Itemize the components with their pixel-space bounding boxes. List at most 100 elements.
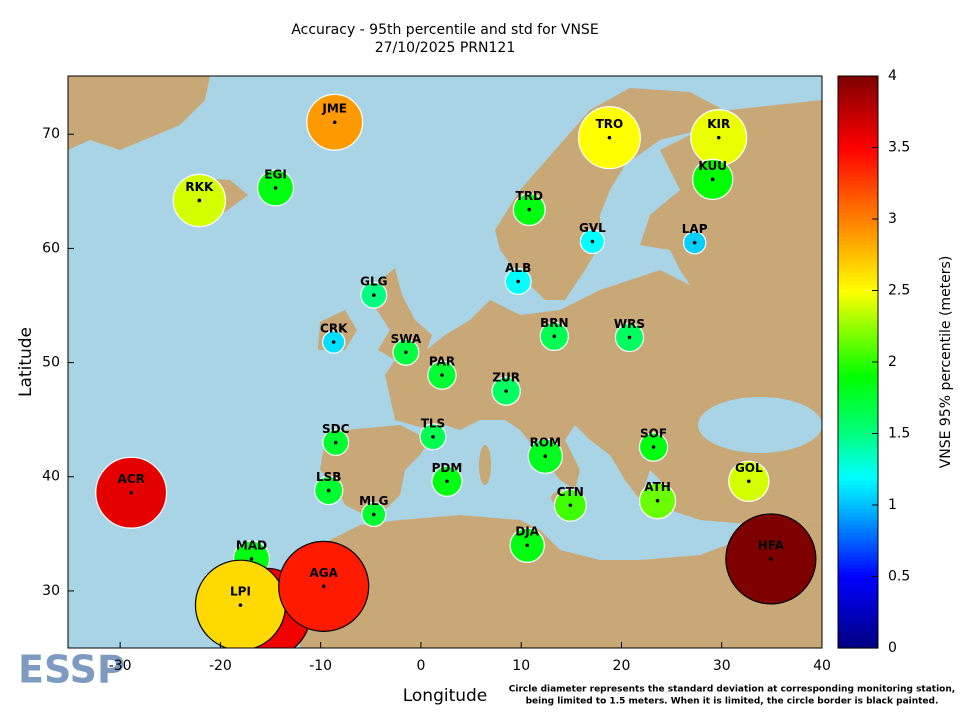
colorbar-step [838,364,878,369]
x-tick-label: 40 [813,658,831,674]
station-label: GOL [735,461,763,475]
station-dot [238,603,243,607]
colorbar-step [838,368,878,373]
x-tick-label: -10 [309,658,332,674]
station-dot [655,498,660,503]
station-dot [516,279,520,284]
colorbar-step [838,536,878,541]
colorbar-step [838,404,878,409]
colorbar-step [838,576,878,581]
station-label: LAP [682,222,708,236]
station-label: HFA [758,538,785,552]
colorbar-step [838,488,878,493]
colorbar-tick-label: 2 [888,354,897,370]
station-label: CRK [320,322,348,336]
colorbar-step [838,128,878,133]
colorbar-step [838,156,878,161]
station-dot [197,198,202,203]
colorbar-step [838,228,878,233]
colorbar-step [838,160,878,165]
station-dot [333,440,338,445]
colorbar-step [838,112,878,117]
colorbar-step [838,616,878,621]
y-tick-label: 40 [42,469,60,485]
land [385,270,822,525]
colorbar-step [838,88,878,93]
station-label: SOF [640,427,667,441]
station-dot [372,512,376,517]
station-dot [590,239,595,244]
station-label: SDC [322,422,350,436]
colorbar-step [838,580,878,585]
station-dot [332,120,337,125]
colorbar-tick-label: 2.5 [888,283,910,299]
land [479,445,491,485]
colorbar-step [838,272,878,277]
colorbar-step [838,632,878,637]
colorbar-step [838,280,878,285]
colorbar-step [838,644,878,649]
colorbar-step [838,148,878,153]
station-dot [543,454,548,458]
station-label: DJA [515,525,539,539]
station-label: PAR [429,355,455,369]
colorbar-step [838,136,878,141]
colorbar-step [838,516,878,521]
station-dot [527,207,532,212]
station-label: SWA [391,332,422,346]
colorbar-step [838,344,878,349]
x-tick-label: -20 [209,658,232,674]
colorbar-tick-label: 3 [888,211,897,227]
station-dot [445,479,449,484]
station-label: TRO [596,117,624,131]
colorbar-step [838,624,878,629]
colorbar-step [838,176,878,181]
x-tick-label: 20 [613,658,631,674]
station-label: TLS [421,416,445,430]
colorbar-step [838,252,878,257]
colorbar-step [838,480,878,485]
station-dot [249,557,254,561]
colorbar-step [838,520,878,525]
colorbar-step [838,296,878,301]
colorbar-step [838,336,878,341]
colorbar-step [838,492,878,497]
colorbar-step [838,564,878,569]
colorbar-step [838,448,878,453]
station-dot [651,445,656,449]
colorbar-label: VNSE 95% percentile (meters) [938,256,954,469]
y-tick-label: 30 [42,583,60,599]
station-label: ATH [644,480,671,494]
station-label: MAD [236,538,267,552]
colorbar-step [838,220,878,225]
colorbar-step [838,276,878,281]
colorbar-step [838,124,878,129]
y-tick-label: 60 [42,240,60,256]
colorbar-step [838,468,878,473]
colorbar-step [838,360,878,365]
colorbar-step [838,484,878,489]
colorbar-step [838,620,878,625]
colorbar-step [838,568,878,573]
colorbar-step [838,168,878,173]
colorbar-step [838,508,878,513]
station-label: ROM [530,436,561,450]
x-tick-label: 10 [512,658,530,674]
colorbar-step [838,216,878,221]
colorbar-tick-label: 1 [888,497,897,513]
colorbar-step [838,384,878,389]
land [495,88,720,300]
plot-frame [67,75,823,649]
station-dot [710,177,715,182]
colorbar-step [838,556,878,561]
colorbar-step [838,248,878,253]
colorbar-step [838,288,878,293]
colorbar-step [838,240,878,245]
colorbar-step [838,476,878,481]
colorbar-step [838,76,878,81]
colorbar-step [838,464,878,469]
colorbar-step [838,108,878,113]
colorbar-step [838,212,878,217]
colorbar-step [838,436,878,441]
colorbar-step [838,140,878,145]
